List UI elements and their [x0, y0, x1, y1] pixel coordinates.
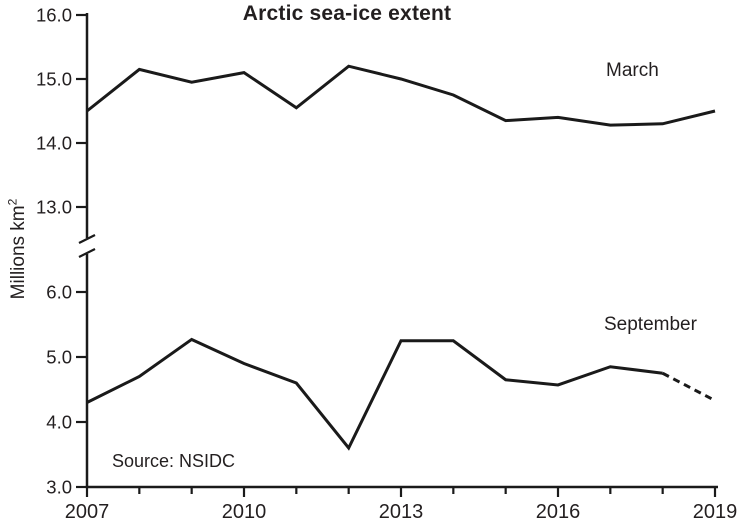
x-tick-label: 2019 [693, 501, 738, 523]
axis-break-slash-bottom [78, 248, 96, 258]
series-label-september: September [604, 314, 697, 335]
series-line-september-projected-dashed [661, 371, 716, 402]
source-note: Source: NSIDC [112, 451, 236, 471]
y-tick-label: 4.0 [46, 412, 72, 433]
axis-break-slash-top [78, 234, 96, 244]
series-label-march: March [606, 60, 659, 81]
y-tick-label: 6.0 [46, 282, 72, 303]
y-tick-label: 14.0 [36, 133, 72, 154]
x-tick-label: 2013 [379, 501, 424, 523]
series-line-march [86, 64, 716, 127]
x-tick-label: 2016 [536, 501, 581, 523]
x-tick-label: 2007 [65, 501, 110, 523]
y-tick-label: 3.0 [46, 477, 72, 498]
y-tick-label: 13.0 [36, 197, 72, 218]
y-tick-label: 5.0 [46, 347, 72, 368]
y-tick-label: 16.0 [36, 5, 72, 26]
x-tick-label: 2010 [222, 501, 267, 523]
series-line-september [86, 337, 663, 451]
y-tick-label: 15.0 [36, 69, 72, 90]
chart-title: Arctic sea-ice extent [242, 2, 452, 25]
